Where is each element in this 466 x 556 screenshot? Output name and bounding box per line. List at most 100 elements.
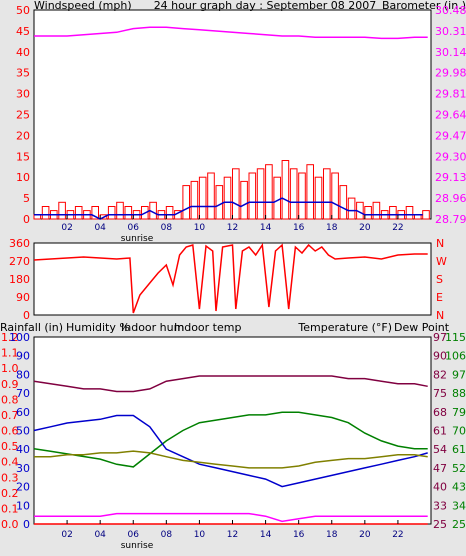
windspeed-tick: 20 (16, 129, 30, 142)
humidity-tick: 30 (16, 462, 30, 475)
windspeed-tick: 10 (16, 171, 30, 184)
wind-gust-bar (389, 206, 397, 220)
humidity-line (33, 414, 428, 488)
barometer-tick: 30.31 (435, 25, 466, 38)
dew-point-tick: 70 (452, 425, 466, 438)
temperature-tick: 33 (433, 499, 447, 512)
rainfall-tick: 0.3 (1, 471, 19, 484)
dew-point-tick: 34 (452, 499, 466, 512)
indoor-hum-line (34, 450, 428, 469)
dew-point-tick-labels: 115 106 97 88 79 70 61 52 43 34 25 (445, 331, 466, 531)
dew-point-tick: 97 (452, 368, 466, 381)
wind-gust-bar (372, 201, 381, 220)
rainfall-tick: 0.8 (1, 393, 19, 406)
direction-compass-tick: E (436, 291, 443, 304)
x-tick-label: 10 (194, 223, 206, 233)
rainfall-tick: 1.0 (1, 362, 19, 375)
x-tick-label: 04 (94, 530, 106, 540)
dew-point-tick: 61 (452, 443, 466, 456)
x-tick-label: 18 (326, 530, 338, 540)
dew-point-tick: 88 (452, 387, 466, 400)
rainfall-tick: 0.4 (1, 456, 19, 469)
temperature-tick: 61 (433, 425, 447, 438)
barometer-tick: 28.79 (435, 213, 466, 226)
wind-gust-bar (91, 206, 100, 220)
temperature-tick: 75 (433, 387, 447, 400)
wind-gust-bar (41, 206, 50, 220)
barometer-line (34, 26, 428, 40)
windspeed-tick: 30 (16, 88, 30, 101)
wind-gust-bar (314, 176, 323, 220)
rainfall-axis-label: Rainfall (in) (0, 321, 63, 334)
barometer-tick: 30.48 (435, 4, 466, 17)
humidity-tick: 100 (9, 331, 30, 344)
wind-gust-bar (190, 180, 199, 220)
temperature-tick: 82 (433, 368, 447, 381)
wind-gust-bar (116, 201, 124, 220)
temperature-tick: 68 (433, 406, 447, 419)
x-tick-label: 06 (128, 530, 140, 540)
dew-point-tick: 79 (452, 406, 466, 419)
humidity-tick: 90 (16, 350, 30, 363)
x-tick-label: 06 (128, 223, 140, 233)
wind-gust-bar (248, 172, 257, 220)
humidity-axis-label: Humidity % (66, 321, 130, 334)
x-tick-label: 10 (194, 530, 206, 540)
temperature-f-line (33, 411, 428, 468)
wind-gust-bar (232, 168, 240, 220)
direction-degree-tick: 360 (9, 237, 30, 250)
wind-speed-line (34, 197, 423, 220)
barometer-tick: 29.98 (435, 67, 466, 80)
wind-gust-bar (141, 206, 149, 220)
wind-gust-bar (306, 164, 314, 220)
indoor-temp-line (33, 375, 428, 393)
rainfall-tick: 1.2 (1, 331, 19, 344)
x-tick-label: 20 (359, 530, 371, 540)
direction-degree-tick: 90 (16, 291, 30, 304)
direction-compass-tick: S (436, 273, 443, 286)
dew-point-line (34, 512, 428, 523)
x-tick-label: 02 (61, 223, 72, 233)
temperature-tick: 40 (433, 481, 447, 494)
x-tick-label: 12 (227, 223, 238, 233)
temperature-axis-label: Temperature (°F) (297, 321, 392, 334)
x-tick-label: 20 (359, 223, 371, 233)
wind-gust-bar (256, 168, 265, 220)
wind-gust-bar (165, 206, 174, 220)
windspeed-tick: 50 (16, 4, 30, 17)
temperature-tick: 54 (433, 443, 447, 456)
temperature-tick: 90 (433, 350, 447, 363)
wind-gust-bar (198, 176, 207, 220)
wind-gust-bar (223, 176, 232, 220)
rainfall-tick: 0.1 (1, 502, 19, 515)
wind-gust-bar (58, 201, 66, 220)
temperature-series (33, 375, 428, 525)
x-tick-label: 12 (227, 530, 238, 540)
rainfall-tick: 0.0 (1, 518, 19, 531)
windspeed-tick: 25 (16, 109, 30, 122)
indoor-hum-axis-label: Indoor hum (121, 321, 184, 334)
direction-degree-tick: 0 (23, 309, 30, 322)
wind-gust-bar (289, 168, 298, 220)
x-tick-label: 14 (260, 530, 272, 540)
temperature-plot-area (33, 336, 432, 525)
windspeed-tick: 35 (16, 67, 30, 80)
direction-degree-tick-labels: 360 270 180 90 0 (9, 237, 30, 322)
x-tick-label: 22 (392, 530, 403, 540)
dew-point-tick: 52 (452, 462, 466, 475)
windspeed-tick: 15 (16, 150, 30, 163)
chart-title: 24 hour graph day : September 08 2007 (154, 0, 377, 12)
barometer-tick: 29.64 (435, 109, 466, 122)
barometer-tick: 29.30 (435, 150, 466, 163)
sunrise-label-1: sunrise (121, 234, 154, 244)
barometer-tick: 30.14 (435, 46, 466, 59)
sunrise-label-2: sunrise (121, 541, 154, 551)
wind-gust-bar (107, 206, 116, 220)
humidity-tick: 20 (16, 481, 30, 494)
indoor-temp-axis-label: Indoor temp (174, 321, 241, 334)
wind-gust-bar (298, 172, 306, 220)
rainfall-tick: 0.2 (1, 487, 19, 500)
